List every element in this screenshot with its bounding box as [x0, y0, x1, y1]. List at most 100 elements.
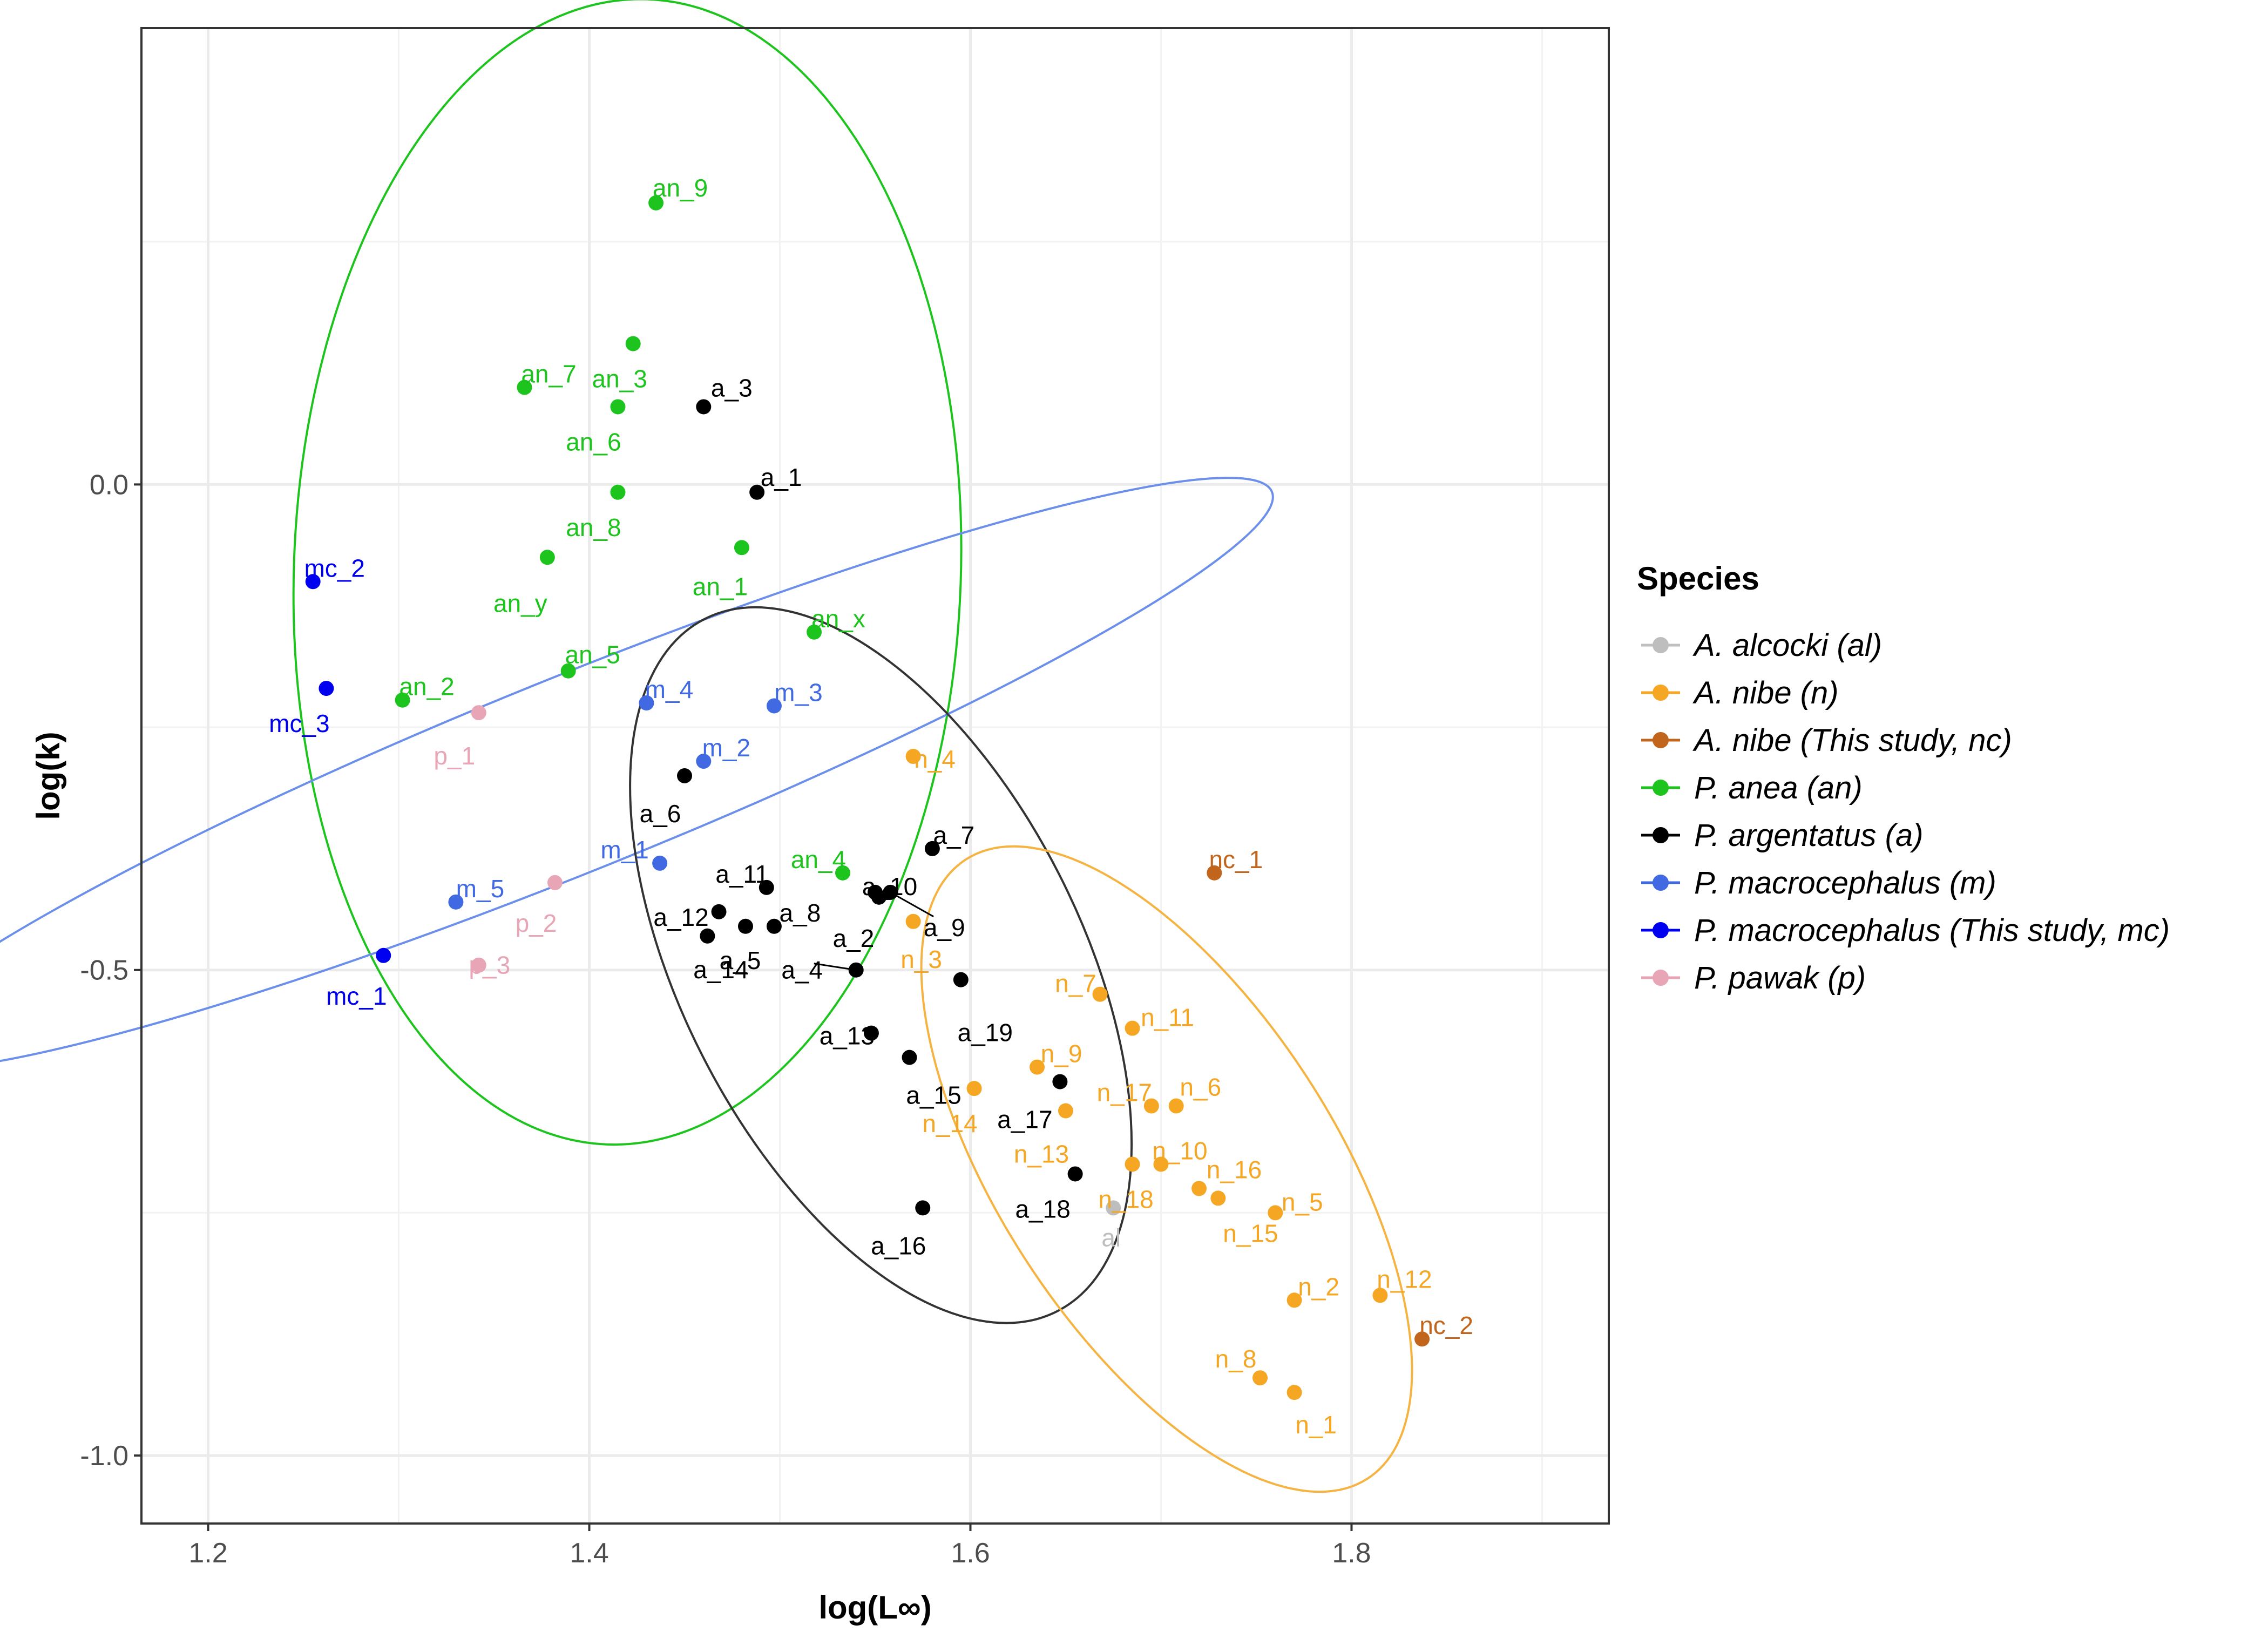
- point-n_12: [1372, 1288, 1388, 1303]
- point-label-n_10: n_10: [1152, 1136, 1207, 1164]
- x-tick-label: 1.2: [188, 1538, 227, 1569]
- point-label-n_4: n_4: [914, 745, 956, 773]
- point-an_y: [539, 550, 555, 565]
- point-a_1: [749, 484, 765, 500]
- point-label-n_7: n_7: [1055, 970, 1096, 998]
- x-axis-title: log(L∞): [818, 1589, 931, 1626]
- point-p_1: [471, 705, 486, 721]
- point-label-n_2: n_2: [1298, 1272, 1339, 1301]
- point-a_15: [902, 1050, 917, 1065]
- point-label-n_18: n_18: [1098, 1185, 1153, 1213]
- point-label-a_10: a_10: [862, 872, 917, 901]
- point-label-nc_1: nc_1: [1209, 845, 1263, 874]
- point-label-nc_2: nc_2: [1419, 1311, 1473, 1339]
- data-points: [305, 195, 1430, 1400]
- point-nc_1: [1207, 865, 1222, 881]
- point-a_11: [759, 879, 774, 895]
- legend-label: P. anea (an): [1694, 770, 1863, 805]
- point-an_3: [625, 336, 641, 351]
- point-n_16: [1191, 1181, 1207, 1196]
- point-label-p_2: p_2: [516, 909, 557, 937]
- point-n_1: [1286, 1385, 1302, 1400]
- point-a_18: [1067, 1166, 1083, 1182]
- point-mc_3: [319, 681, 334, 696]
- point-label-a_4: a_4: [781, 956, 823, 984]
- legend-key-point: [1653, 875, 1669, 891]
- point-label-an_1: an_1: [693, 572, 748, 600]
- y-tick-label: -0.5: [80, 955, 128, 986]
- point-a_16: [915, 1200, 931, 1216]
- point-an_5: [560, 663, 576, 679]
- legend-title: Species: [1637, 560, 1759, 597]
- legend-key-point: [1653, 780, 1669, 796]
- point-label-p_1: p_1: [434, 742, 475, 770]
- point-label-n_9: n_9: [1041, 1040, 1082, 1068]
- point-label-a_17: a_17: [997, 1106, 1052, 1134]
- point-n_3: [905, 913, 921, 929]
- point-nc_2: [1414, 1331, 1430, 1347]
- point-n_9: [1030, 1059, 1045, 1075]
- point-m_3: [766, 698, 782, 714]
- point-a_14: [700, 928, 715, 944]
- point-label-an_y: an_y: [493, 589, 547, 617]
- point-m_2: [696, 754, 712, 769]
- point-an_4: [835, 865, 850, 881]
- point-label-mc_1: mc_1: [326, 982, 387, 1010]
- x-axis: 1.2 1.4 1.6 1.8: [188, 1524, 1371, 1569]
- point-label-a_11: a_11: [715, 860, 769, 888]
- point-label-a_1: a_1: [761, 463, 802, 491]
- point-label-n_11: n_11: [1141, 1004, 1194, 1032]
- point-label-an_5: an_5: [565, 641, 620, 669]
- y-tick-label: 0.0: [90, 469, 128, 500]
- confidence-ellipses: [0, 0, 1413, 1493]
- point-label-a_16: a_16: [871, 1231, 926, 1260]
- point-label-a_15: a_15: [906, 1081, 961, 1109]
- point-a_7: [924, 841, 940, 856]
- point-a_5: [737, 918, 753, 934]
- point-label-m_5: m_5: [456, 875, 504, 903]
- legend-label: P. pawak (p): [1694, 960, 1866, 996]
- point-label-a_19: a_19: [958, 1019, 1013, 1047]
- point-label-n_14: n_14: [922, 1109, 977, 1138]
- legend-key-point: [1653, 637, 1669, 653]
- point-a_6: [677, 768, 693, 783]
- point-an_1: [734, 540, 749, 556]
- point-label-m_3: m_3: [774, 678, 822, 706]
- point-label-an_4: an_4: [791, 845, 846, 874]
- label-leader: [873, 893, 879, 898]
- y-axis: -1.0 -0.5 0.0: [80, 469, 141, 1472]
- point-an_8: [610, 484, 626, 500]
- point-an_2: [395, 692, 410, 708]
- point-p_3: [471, 957, 486, 973]
- point-a_3: [696, 399, 712, 415]
- point-a_8: [766, 918, 782, 934]
- legend-key-point: [1653, 922, 1669, 938]
- point-p_2: [547, 875, 563, 890]
- point-label-n_17: n_17: [1097, 1079, 1152, 1107]
- legend-label: P. argentatus (a): [1694, 818, 1924, 853]
- point-m_1: [652, 855, 668, 871]
- x-tick-label: 1.6: [951, 1538, 990, 1569]
- point-label-al: al: [1101, 1223, 1121, 1251]
- point-label-an_3: an_3: [592, 365, 647, 393]
- point-label-a_6: a_6: [640, 800, 681, 828]
- ellipse-p-anea-an: [292, 0, 963, 1146]
- point-n_14: [966, 1081, 982, 1096]
- point-n_2: [1286, 1292, 1302, 1308]
- point-n_10: [1153, 1156, 1169, 1172]
- point-n_18: [1125, 1156, 1140, 1172]
- point-label-a_12: a_12: [653, 903, 708, 931]
- point-a_17: [1052, 1074, 1068, 1089]
- point-an_9: [648, 195, 664, 211]
- legend-label: P. macrocephalus (m): [1694, 865, 1996, 901]
- point-label-an_x: an_x: [811, 605, 865, 633]
- point-n_11: [1125, 1020, 1140, 1036]
- point-an_x: [807, 624, 822, 640]
- plot-border: [140, 27, 1610, 1525]
- point-label-a_13: a_13: [820, 1022, 875, 1050]
- point-label-an_8: an_8: [566, 513, 621, 541]
- point-n_17: [1143, 1098, 1159, 1114]
- point-a_19: [953, 972, 969, 987]
- point-label-a_8: a_8: [780, 899, 821, 927]
